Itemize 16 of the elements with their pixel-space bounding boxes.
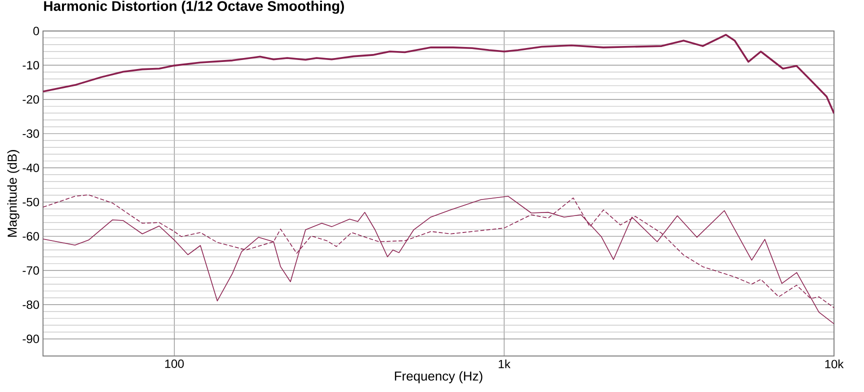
y-tick-label: -80 xyxy=(22,300,40,309)
chart-title: Harmonic Distortion (1/12 Octave Smoothing) xyxy=(44,0,344,14)
y-tick-label: -70 xyxy=(22,266,40,275)
x-axis-title: Frequency (Hz) xyxy=(394,371,482,384)
y-tick-label: -10 xyxy=(22,60,40,70)
y-tick-label: -90 xyxy=(22,334,40,344)
y-tick-label: -50 xyxy=(22,198,40,206)
y-tick-label: -40 xyxy=(22,164,40,172)
x-tick-label: 10k xyxy=(825,360,844,368)
y-tick-label: 0 xyxy=(33,26,40,36)
x-tick-label: 100 xyxy=(165,360,184,368)
x-tick-label: 1k xyxy=(498,360,510,368)
y-axis-title: Magnitude (dB) xyxy=(7,150,20,237)
y-tick-label: -60 xyxy=(22,232,40,240)
y-tick-label: -30 xyxy=(22,129,40,138)
y-tick-label: -20 xyxy=(22,95,40,104)
